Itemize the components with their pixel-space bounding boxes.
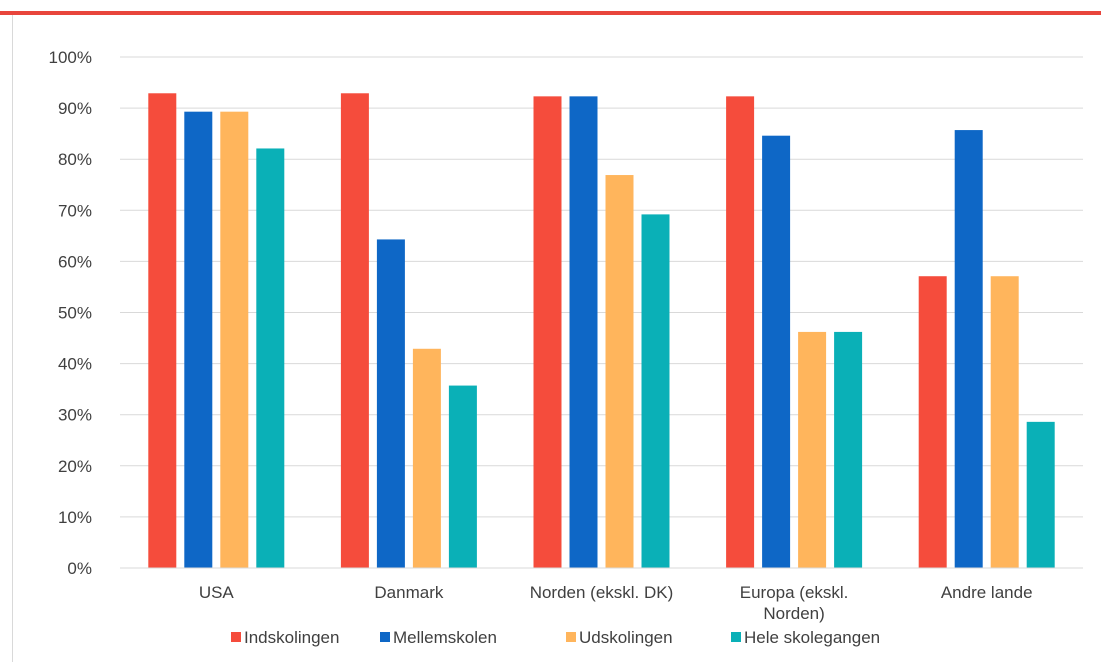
y-tick-label: 60% (58, 252, 92, 271)
bar (918, 276, 947, 568)
bar (340, 93, 369, 568)
bar (256, 148, 285, 568)
legend-label: Udskolingen (579, 628, 673, 647)
legend: Indskolingen Mellemskolen Udskolingen Hele … (231, 628, 880, 647)
bar (376, 239, 405, 568)
x-category-label: Danmark (374, 583, 443, 602)
y-tick-label: 30% (58, 406, 92, 425)
bar (990, 276, 1019, 568)
bar (605, 175, 634, 568)
bar (448, 385, 477, 568)
y-tick-label: 10% (58, 508, 92, 527)
bar (220, 111, 249, 568)
legend-swatch (231, 632, 241, 642)
bar (762, 135, 791, 568)
left-border-rule (12, 15, 13, 662)
bar (726, 96, 755, 569)
bar (412, 348, 441, 568)
bar (148, 93, 177, 568)
legend-label: Hele skolegangen (744, 628, 880, 647)
bar (569, 96, 598, 569)
bar (641, 214, 670, 568)
bar (533, 96, 562, 569)
y-tick-label: 70% (58, 201, 92, 220)
y-tick-label: 100% (49, 48, 92, 67)
x-category-label: Andre lande (941, 583, 1033, 602)
legend-label: Indskolingen (244, 628, 339, 647)
y-tick-label: 40% (58, 355, 92, 374)
x-category-label: USA (199, 583, 235, 602)
y-tick-label: 90% (58, 99, 92, 118)
y-tick-label: 80% (58, 150, 92, 169)
x-axis-category-labels: USA Danmark Norden (ekskl. DK) Europa (eksk… (199, 583, 1033, 623)
legend-label: Mellemskolen (393, 628, 497, 647)
legend-swatch (380, 632, 390, 642)
bar (954, 130, 983, 568)
x-category-label: Norden (ekskl. DK) (530, 583, 674, 602)
x-category-label: Europa (ekskl. (740, 583, 849, 602)
legend-swatch (731, 632, 741, 642)
top-accent-rule (0, 11, 1101, 15)
y-axis-tick-labels: 0% 10% 20% 30% 40% 50% 60% 70% 80% 90% 100% (49, 48, 92, 578)
y-tick-label: 50% (58, 304, 92, 323)
bar (834, 331, 863, 568)
y-tick-label: 20% (58, 457, 92, 476)
x-category-label: Norden) (763, 604, 824, 623)
bar (1026, 421, 1055, 568)
bar (184, 111, 213, 568)
y-tick-label: 0% (67, 559, 92, 578)
bars (148, 93, 1055, 569)
bar (798, 331, 827, 568)
legend-swatch (566, 632, 576, 642)
